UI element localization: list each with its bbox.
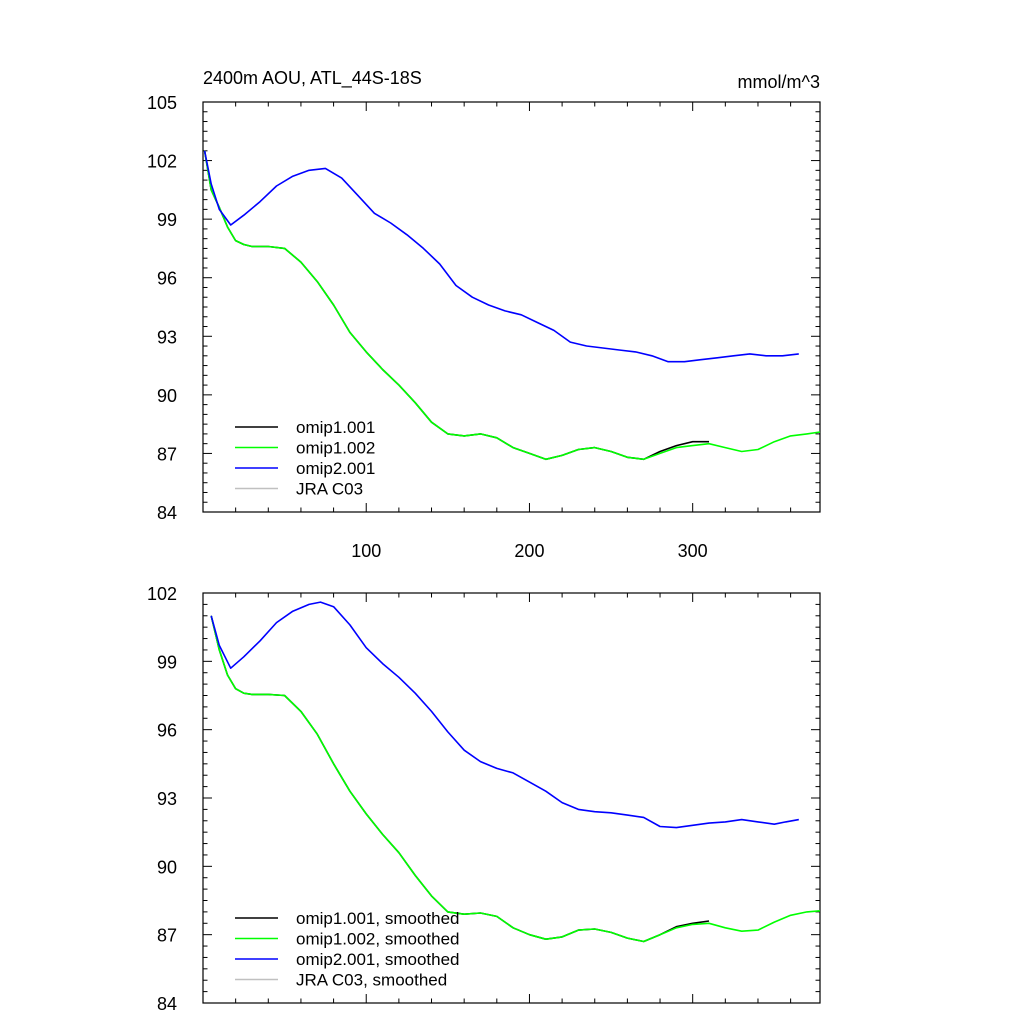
series-line bbox=[203, 150, 799, 363]
series-line bbox=[210, 615, 710, 943]
y-tick-label: 84 bbox=[157, 994, 177, 1014]
y-tick-label: 84 bbox=[157, 503, 177, 523]
series-line bbox=[203, 150, 709, 461]
legend-label: omip1.001, smoothed bbox=[296, 909, 460, 928]
x-tick-label: 300 bbox=[678, 541, 708, 561]
legend-label: JRA C03 bbox=[296, 480, 363, 499]
legend-label: omip1.002, smoothed bbox=[296, 930, 460, 949]
y-tick-label: 99 bbox=[157, 210, 177, 230]
y-tick-label: 90 bbox=[157, 386, 177, 406]
x-tick-label: 100 bbox=[351, 541, 381, 561]
series-line bbox=[210, 615, 821, 943]
y-tick-label: 87 bbox=[157, 444, 177, 464]
y-tick-label: 87 bbox=[157, 926, 177, 946]
series-line bbox=[210, 601, 799, 829]
y-tick-label: 96 bbox=[157, 269, 177, 289]
y-tick-label: 93 bbox=[157, 327, 177, 347]
y-tick-label: 105 bbox=[147, 93, 177, 113]
legend-label: JRA C03, smoothed bbox=[296, 971, 447, 990]
series-line bbox=[203, 150, 821, 461]
y-tick-label: 102 bbox=[147, 584, 177, 604]
y-tick-label: 102 bbox=[147, 152, 177, 172]
legend-label: omip1.001 bbox=[296, 418, 375, 437]
x-tick-label: 200 bbox=[514, 541, 544, 561]
legend-label: omip2.001 bbox=[296, 459, 375, 478]
legend-label: omip2.001, smoothed bbox=[296, 950, 460, 969]
y-tick-label: 93 bbox=[157, 789, 177, 809]
y-tick-label: 90 bbox=[157, 857, 177, 877]
top-panel-title: 2400m AOU, ATL_44S-18S bbox=[203, 68, 422, 89]
legend-label: omip1.002 bbox=[296, 439, 375, 458]
bottom-panel: 84 87 90 93 96 99 102 omip1.001, smoothed omip1.… bbox=[147, 584, 821, 1014]
units-label: mmol/m^3 bbox=[738, 72, 820, 92]
top-panel: 2400m AOU, ATL_44S-18S mmol/m^3 84 87 90 93… bbox=[147, 68, 821, 561]
y-tick-label: 96 bbox=[157, 721, 177, 741]
y-tick-label: 99 bbox=[157, 652, 177, 672]
